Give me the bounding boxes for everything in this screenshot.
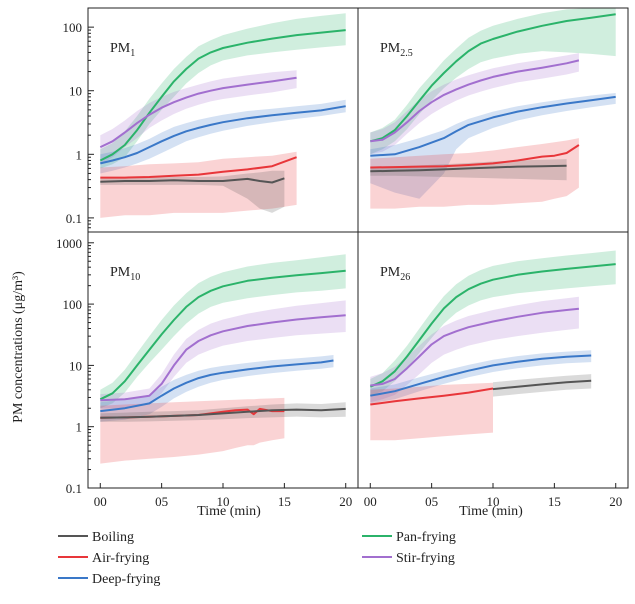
series-line-pan-frying [99, 269, 346, 401]
legend-item-pan-frying: Pan-frying [362, 530, 456, 545]
x-tick-label: 20 [339, 494, 352, 509]
band-air-frying [370, 382, 493, 441]
series-line-deep-frying [370, 354, 592, 397]
y-tick-label: 10 [69, 358, 82, 373]
panel-pm1: 0.1 1 10 100 PM1 [63, 7, 359, 233]
x-tick-label: 00 [364, 494, 377, 509]
y-tick-label: 1 [76, 147, 83, 162]
series-line-deep-frying [100, 105, 346, 165]
y-tick-label: 0.1 [66, 211, 82, 226]
y-tick-label: 0.1 [66, 481, 82, 496]
plot-area [369, 250, 616, 441]
band-stir-frying [100, 300, 346, 409]
y-tick-label: 100 [63, 20, 83, 35]
y-tick-label: 100 [63, 297, 83, 312]
band-air-frying [370, 138, 579, 209]
series-line-air-frying [370, 387, 494, 406]
x-tick-label: 15 [278, 494, 291, 509]
series-line-pan-frying [99, 29, 346, 162]
x-tick-label: 10 [487, 494, 500, 509]
legend-item-boiling: Boiling [58, 530, 134, 545]
panel-pm10: 0.1 1 10 100 1000 00 05 10 15 20 PM10 [56, 231, 359, 509]
series-line-boiling [100, 407, 346, 419]
band-deep-frying [100, 99, 346, 174]
y-tick-label: 1 [76, 420, 83, 435]
panel-pm26: 00 05 10 15 20 PM26 [357, 231, 629, 509]
series-line-boiling [100, 177, 285, 184]
plot-area [370, 8, 616, 209]
band-air-frying [100, 151, 297, 218]
band-deep-frying [100, 355, 334, 422]
band-pan-frying [100, 254, 346, 409]
series-line-pan-frying [370, 13, 616, 143]
panel-pm2_5: PM2.5 [357, 7, 629, 233]
legend-label: Boiling [92, 530, 134, 545]
series-line-stir-frying [100, 314, 346, 402]
y-axis-label: PM concentrations (μg/m³) [11, 271, 26, 423]
panel-label: PM2.5 [380, 41, 413, 59]
legend-item-stir-frying: Stir-frying [362, 551, 455, 566]
series-line-deep-frying [370, 95, 616, 157]
legend-label: Deep-frying [92, 572, 160, 587]
panel-label: PM26 [380, 265, 410, 283]
band-stir-frying [370, 53, 579, 155]
series-line-boiling [492, 379, 592, 391]
series-line-pan-frying [369, 263, 616, 388]
x-tick-label: 15 [548, 494, 561, 509]
legend-item-deep-frying: Deep-frying [58, 572, 160, 587]
plot-area [99, 13, 346, 218]
x-tick-label: 00 [94, 494, 107, 509]
y-tick-label: 10 [69, 84, 82, 99]
band-pan-frying [370, 250, 616, 396]
series-line-stir-frying [370, 59, 580, 143]
series-line-air-frying [100, 156, 297, 179]
y-tick-label: 1000 [56, 236, 82, 251]
panel-label: PM10 [110, 265, 140, 283]
legend: Boiling Pan-frying Air-frying Stir-frying De… [58, 530, 456, 587]
series-line-air-frying [370, 144, 580, 169]
band-deep-frying [370, 93, 616, 199]
x-tick-label: 05 [155, 494, 168, 509]
band-stir-frying [370, 296, 579, 403]
band-pan-frying [370, 8, 616, 155]
band-boiling [370, 159, 567, 181]
legend-label: Air-frying [92, 551, 149, 566]
legend-label: Stir-frying [396, 551, 455, 566]
band-pan-frying [100, 13, 346, 169]
band-stir-frying [100, 70, 297, 165]
panel-label: PM1 [110, 41, 135, 59]
series-line-stir-frying [99, 76, 297, 149]
series-line-deep-frying [100, 359, 334, 413]
band-air-frying [100, 397, 285, 464]
plot-area [99, 254, 346, 464]
series-line-boiling [370, 164, 567, 173]
x-axis-label-left: Time (min) [197, 504, 261, 519]
series-line-stir-frying [370, 307, 580, 387]
x-axis-label-right: Time (min) [459, 504, 523, 519]
x-tick-label: 20 [609, 494, 622, 509]
x-tick-label: 05 [425, 494, 438, 509]
legend-item-air-frying: Air-frying [58, 551, 149, 566]
band-deep-frying [370, 350, 592, 404]
legend-label: Pan-frying [396, 530, 456, 545]
x-tick-label: 10 [217, 494, 230, 509]
